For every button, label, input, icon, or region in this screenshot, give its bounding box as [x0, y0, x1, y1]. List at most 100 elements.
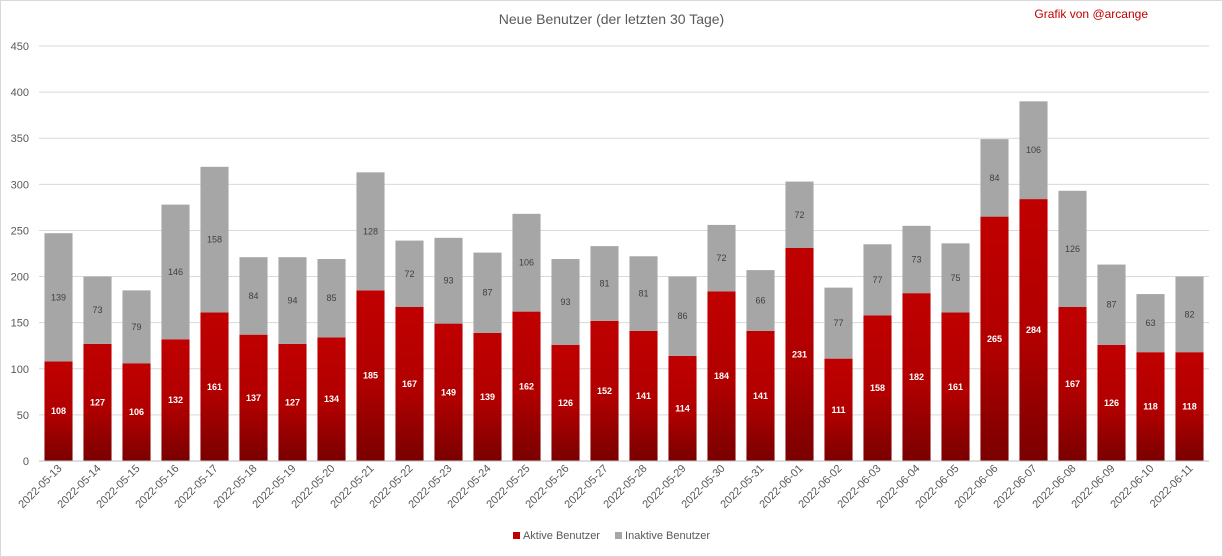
data-label-active: 118 — [1182, 402, 1197, 412]
y-tick-label: 350 — [11, 133, 29, 145]
legend-item-inactive: Inaktive Benutzer — [615, 530, 710, 542]
bar-inactive — [629, 256, 658, 331]
grid-lines — [39, 45, 1209, 462]
legend-label-inactive: Inaktive Benutzer — [625, 530, 711, 542]
legend-swatch-active — [512, 532, 520, 539]
bar-active — [161, 339, 190, 461]
data-label-inactive: 77 — [872, 275, 882, 285]
bar-active — [980, 216, 1009, 461]
data-label-active: 126 — [1104, 398, 1119, 408]
bar-inactive — [746, 270, 775, 331]
y-tick-label: 0 — [23, 456, 29, 468]
bar-active — [629, 330, 658, 461]
bar-inactive — [122, 290, 151, 364]
data-label-active: 158 — [870, 383, 885, 393]
data-label-inactive: 73 — [92, 305, 102, 315]
bar-active — [668, 355, 697, 461]
data-label-inactive: 126 — [1065, 244, 1080, 254]
bars — [44, 101, 1204, 462]
data-label-active: 185 — [363, 371, 378, 381]
data-label-active: 137 — [246, 393, 261, 403]
bar-inactive — [44, 233, 73, 362]
bar-inactive — [1097, 264, 1126, 345]
bar-inactive — [239, 257, 268, 335]
bar-active — [746, 330, 775, 461]
data-label-inactive: 85 — [326, 293, 336, 303]
data-label-active: 141 — [753, 391, 768, 401]
bar-inactive — [1019, 101, 1048, 200]
bar-inactive — [785, 181, 814, 248]
bar-active — [902, 293, 931, 461]
chart-title: Neue Benutzer (der letzten 30 Tage) — [498, 11, 725, 27]
data-label-inactive: 72 — [794, 210, 804, 220]
data-label-inactive: 84 — [989, 173, 999, 183]
data-label-inactive: 128 — [363, 226, 378, 236]
data-label-active: 127 — [90, 397, 105, 407]
chart-credit: Grafik von @arcange — [1034, 7, 1148, 21]
bar-active — [44, 361, 73, 461]
bar-inactive — [1058, 190, 1087, 307]
data-label-inactive: 93 — [443, 276, 453, 286]
bar-inactive — [941, 243, 970, 313]
bar-inactive — [356, 172, 385, 291]
data-label-inactive: 87 — [482, 288, 492, 298]
bar-active — [707, 291, 736, 461]
data-label-active: 231 — [792, 349, 807, 359]
data-label-active: 132 — [168, 395, 183, 405]
bar-inactive — [434, 237, 463, 324]
bar-inactive — [551, 259, 580, 345]
bar-active — [941, 312, 970, 461]
y-tick-label: 300 — [11, 179, 29, 191]
bar-inactive — [512, 213, 541, 312]
bar-inactive — [980, 139, 1009, 217]
data-label-active: 141 — [636, 391, 651, 401]
data-label-active: 118 — [1143, 402, 1158, 412]
data-label-inactive: 106 — [1026, 145, 1041, 155]
data-label-inactive: 63 — [1145, 318, 1155, 328]
bar-inactive — [278, 257, 307, 344]
legend: Aktive Benutzer Inaktive Benutzer — [1, 530, 1222, 542]
data-label-inactive: 86 — [677, 311, 687, 321]
data-label-active: 134 — [324, 394, 339, 404]
bar-active — [1058, 306, 1087, 461]
data-label-active: 111 — [831, 405, 845, 415]
data-label-inactive: 84 — [248, 291, 258, 301]
data-label-active: 182 — [909, 372, 924, 382]
data-label-inactive: 72 — [716, 253, 726, 263]
legend-label-active: Aktive Benutzer — [522, 530, 600, 542]
data-label-active: 162 — [519, 381, 534, 391]
bar-inactive — [473, 252, 502, 333]
data-label-active: 161 — [207, 382, 222, 392]
bar-active — [395, 306, 424, 461]
data-label-inactive: 106 — [519, 258, 534, 268]
bar-inactive — [863, 244, 892, 316]
bar-active — [239, 334, 268, 461]
bar-active — [278, 343, 307, 461]
data-label-active: 265 — [987, 334, 1002, 344]
bar-active — [473, 332, 502, 461]
bar-active — [1097, 344, 1126, 461]
y-tick-label: 250 — [11, 225, 29, 237]
data-label-inactive: 79 — [131, 322, 141, 332]
data-label-active: 161 — [948, 382, 963, 392]
data-label-active: 149 — [441, 387, 456, 397]
data-label-inactive: 94 — [287, 296, 297, 306]
data-label-active: 126 — [558, 398, 573, 408]
data-label-inactive: 87 — [1106, 300, 1116, 310]
bar-inactive — [317, 259, 346, 338]
data-label-active: 108 — [51, 406, 66, 416]
data-label-inactive: 75 — [950, 273, 960, 283]
y-tick-label: 50 — [17, 410, 29, 422]
bar-active — [1136, 352, 1165, 461]
bar-active — [785, 247, 814, 461]
bar-active — [1019, 199, 1048, 462]
bar-inactive — [161, 204, 190, 340]
bar-inactive — [590, 246, 619, 321]
y-tick-label: 150 — [11, 318, 29, 330]
bar-inactive — [200, 166, 229, 313]
data-label-active: 167 — [402, 379, 417, 389]
bar-inactive — [1175, 276, 1204, 353]
data-label-inactive: 139 — [51, 292, 66, 302]
